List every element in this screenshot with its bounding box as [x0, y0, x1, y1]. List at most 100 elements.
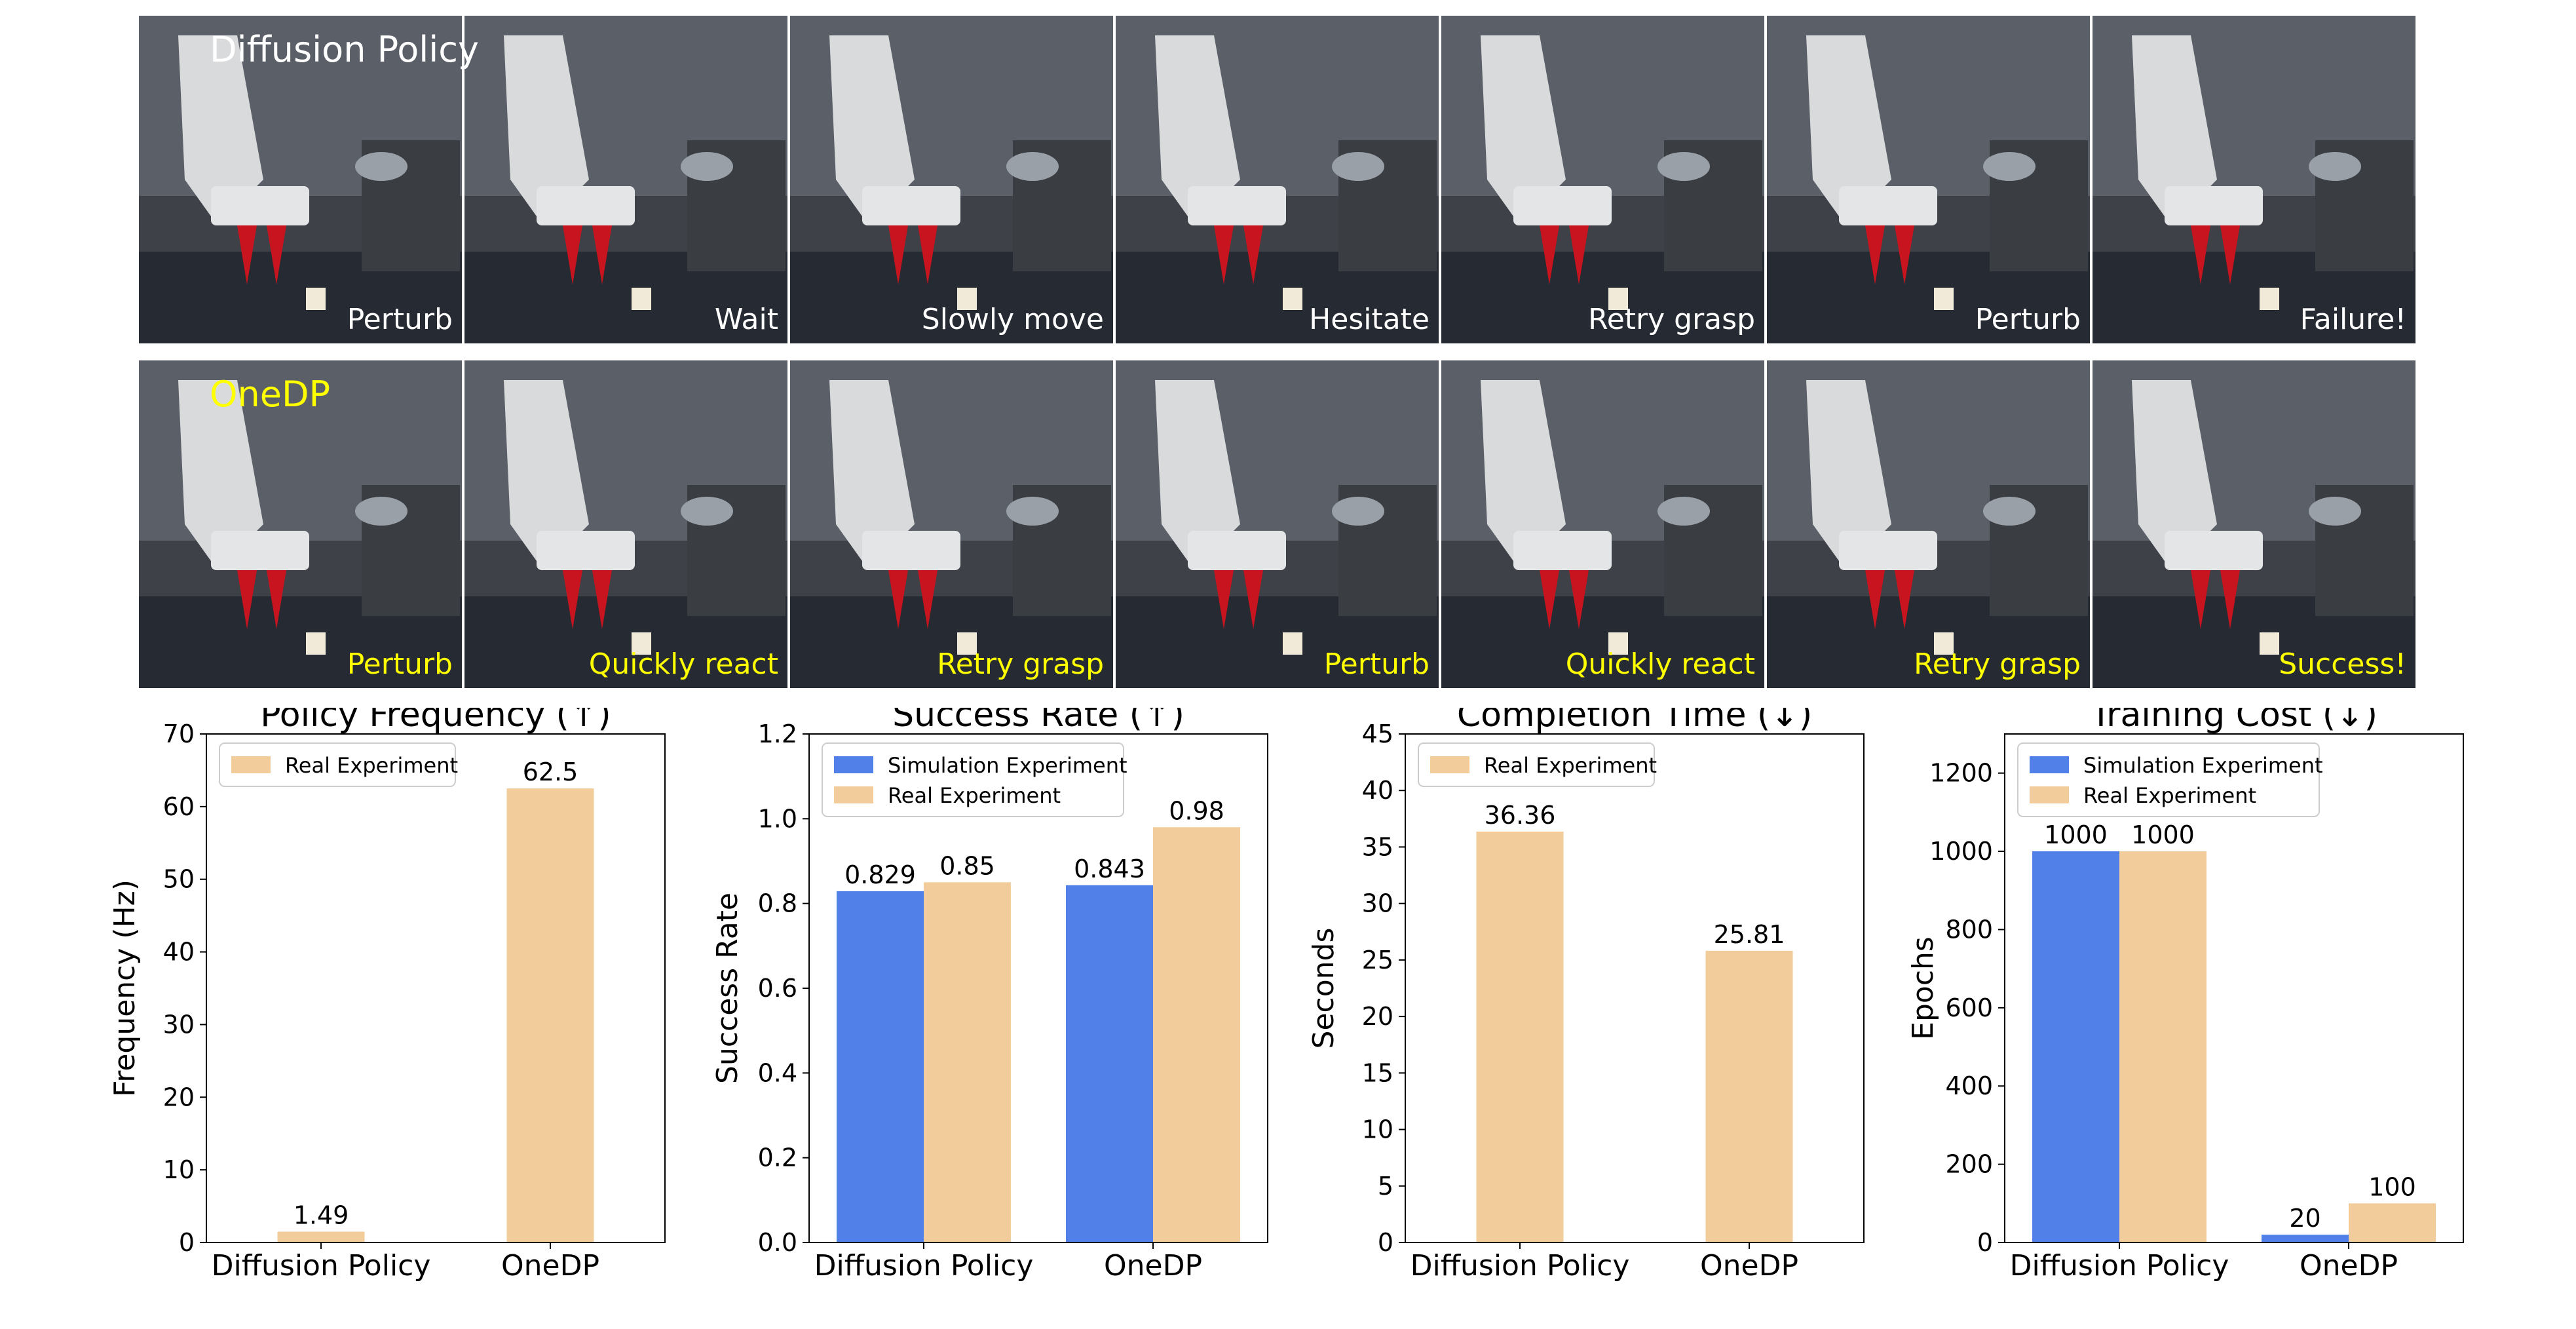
gripper-finger-right — [1895, 225, 1914, 284]
row-title: OneDP — [210, 374, 330, 415]
y-tick-label: 30 — [163, 1010, 195, 1039]
legend-label: Real Experiment — [285, 753, 458, 778]
frame-row-2: Perturb Quickly react Retry grasp Perturb Qu… — [139, 360, 2415, 688]
gripper-finger-left — [1214, 225, 1234, 284]
chart-title: Completion Time (↓) — [1457, 708, 1812, 735]
legend-swatch — [834, 756, 873, 773]
y-tick-label: 45 — [1362, 720, 1393, 748]
robot-gripper — [1839, 186, 1937, 225]
frame-label: Quickly react — [589, 647, 778, 681]
robot-arm — [1481, 380, 1566, 570]
axes-frame — [206, 733, 666, 1243]
y-tick-label: 0.4 — [758, 1058, 797, 1087]
chart-1: Policy Frequency (↑) Frequency (Hz) 0 10 20 3… — [108, 708, 666, 1282]
paper-cup — [1608, 632, 1628, 655]
paper-cup — [1934, 288, 1954, 310]
gripper-finger-right — [1569, 570, 1589, 629]
y-tick-label: 0.8 — [758, 889, 797, 918]
chart-title: Policy Frequency (↑) — [260, 708, 611, 735]
robot-gripper — [211, 531, 309, 570]
machine-lid — [2309, 152, 2361, 181]
robot-gripper — [1513, 186, 1612, 225]
y-axis-label: Success Rate — [711, 893, 744, 1084]
category-label: Diffusion Policy — [212, 1249, 431, 1282]
machine-lid — [681, 497, 733, 526]
chart-3: Completion Time (↓) Seconds 0 5 10 15 20 25 30 35… — [1307, 708, 1865, 1282]
y-tick-label: 40 — [163, 938, 195, 967]
axes-frame — [2004, 733, 2464, 1243]
bar — [1153, 827, 1240, 1242]
robot-gripper — [537, 186, 635, 225]
y-tick-label: 25 — [1362, 946, 1393, 974]
category-label: Diffusion Policy — [814, 1249, 1034, 1282]
robot-gripper — [2165, 186, 2263, 225]
y-tick-label: 0.6 — [758, 974, 797, 1003]
gripper-finger-left — [563, 570, 582, 629]
category-label: OneDP — [501, 1249, 599, 1282]
gripper-finger-left — [2191, 225, 2210, 284]
data-label: 100 — [2368, 1172, 2416, 1201]
gripper-finger-left — [1865, 570, 1885, 629]
data-label: 0.843 — [1074, 855, 1145, 883]
robot-gripper — [537, 531, 635, 570]
gripper-finger-left — [1214, 570, 1234, 629]
robot-gripper — [211, 186, 309, 225]
gripper-finger-right — [918, 570, 938, 629]
robot-arm — [1481, 35, 1566, 225]
data-label: 1000 — [2131, 820, 2195, 849]
bar — [1476, 831, 1564, 1242]
robot-gripper — [862, 186, 960, 225]
y-tick-label: 30 — [1362, 889, 1393, 918]
bar — [2262, 1235, 2349, 1242]
y-tick-label: 35 — [1362, 832, 1393, 861]
frame: Perturb — [139, 360, 462, 688]
paper-cup — [2260, 632, 2279, 655]
data-label: 62.5 — [523, 758, 578, 786]
y-tick-label: 10 — [1362, 1115, 1393, 1144]
data-label: 1000 — [2044, 820, 2108, 849]
y-tick-label: 800 — [1945, 915, 1993, 944]
bar — [1066, 885, 1153, 1242]
axes-frame — [1405, 733, 1865, 1243]
frame: Slowly move — [790, 16, 1113, 343]
y-tick-label: 0.2 — [758, 1144, 797, 1172]
machine-lid — [1983, 152, 2036, 181]
y-tick-label: 0 — [1378, 1228, 1393, 1257]
y-tick-label: 1000 — [1929, 837, 1993, 866]
y-tick-label: 20 — [1362, 1002, 1393, 1031]
robot-gripper — [1839, 531, 1937, 570]
chart-title: Training Cost (↓) — [2090, 708, 2377, 735]
legend-label: Real Experiment — [888, 783, 1061, 808]
frame-label: Perturb — [1975, 303, 2081, 336]
bar — [837, 891, 924, 1242]
bar — [2349, 1203, 2436, 1242]
gripper-finger-left — [563, 225, 582, 284]
gripper-finger-left — [1865, 225, 1885, 284]
robot-arm — [829, 380, 915, 570]
gripper-finger-right — [267, 570, 286, 629]
frame: Quickly react — [1441, 360, 1764, 688]
gripper-finger-left — [888, 570, 908, 629]
frame-label: Retry grasp — [937, 647, 1104, 681]
legend-box — [2017, 742, 2320, 817]
data-label: 36.36 — [1485, 801, 1556, 830]
frame: Perturb — [1767, 16, 2090, 343]
axes-frame — [808, 733, 1268, 1243]
y-tick-label: 1.0 — [758, 804, 797, 833]
frame: Wait — [464, 16, 787, 343]
robot-arm — [1806, 380, 1891, 570]
bar-charts: Policy Frequency (↑) Frequency (Hz) 0 10 20 3… — [108, 708, 2464, 1282]
frame: Failure! — [2093, 16, 2415, 343]
gripper-finger-right — [1569, 225, 1589, 284]
bar — [277, 1231, 365, 1242]
legend-swatch — [2030, 756, 2069, 773]
robot-gripper — [1513, 531, 1612, 570]
machine-lid — [355, 497, 407, 526]
frame-label: Quickly react — [1566, 647, 1755, 681]
frame-label: Slowly move — [922, 303, 1104, 336]
bar — [506, 788, 594, 1242]
legend-box — [822, 742, 1124, 817]
machine-lid — [1332, 152, 1384, 181]
photo-strip: Perturb Wait Slowly move Hesitate Retry gras… — [139, 16, 2415, 688]
machine-lid — [1983, 497, 2036, 526]
